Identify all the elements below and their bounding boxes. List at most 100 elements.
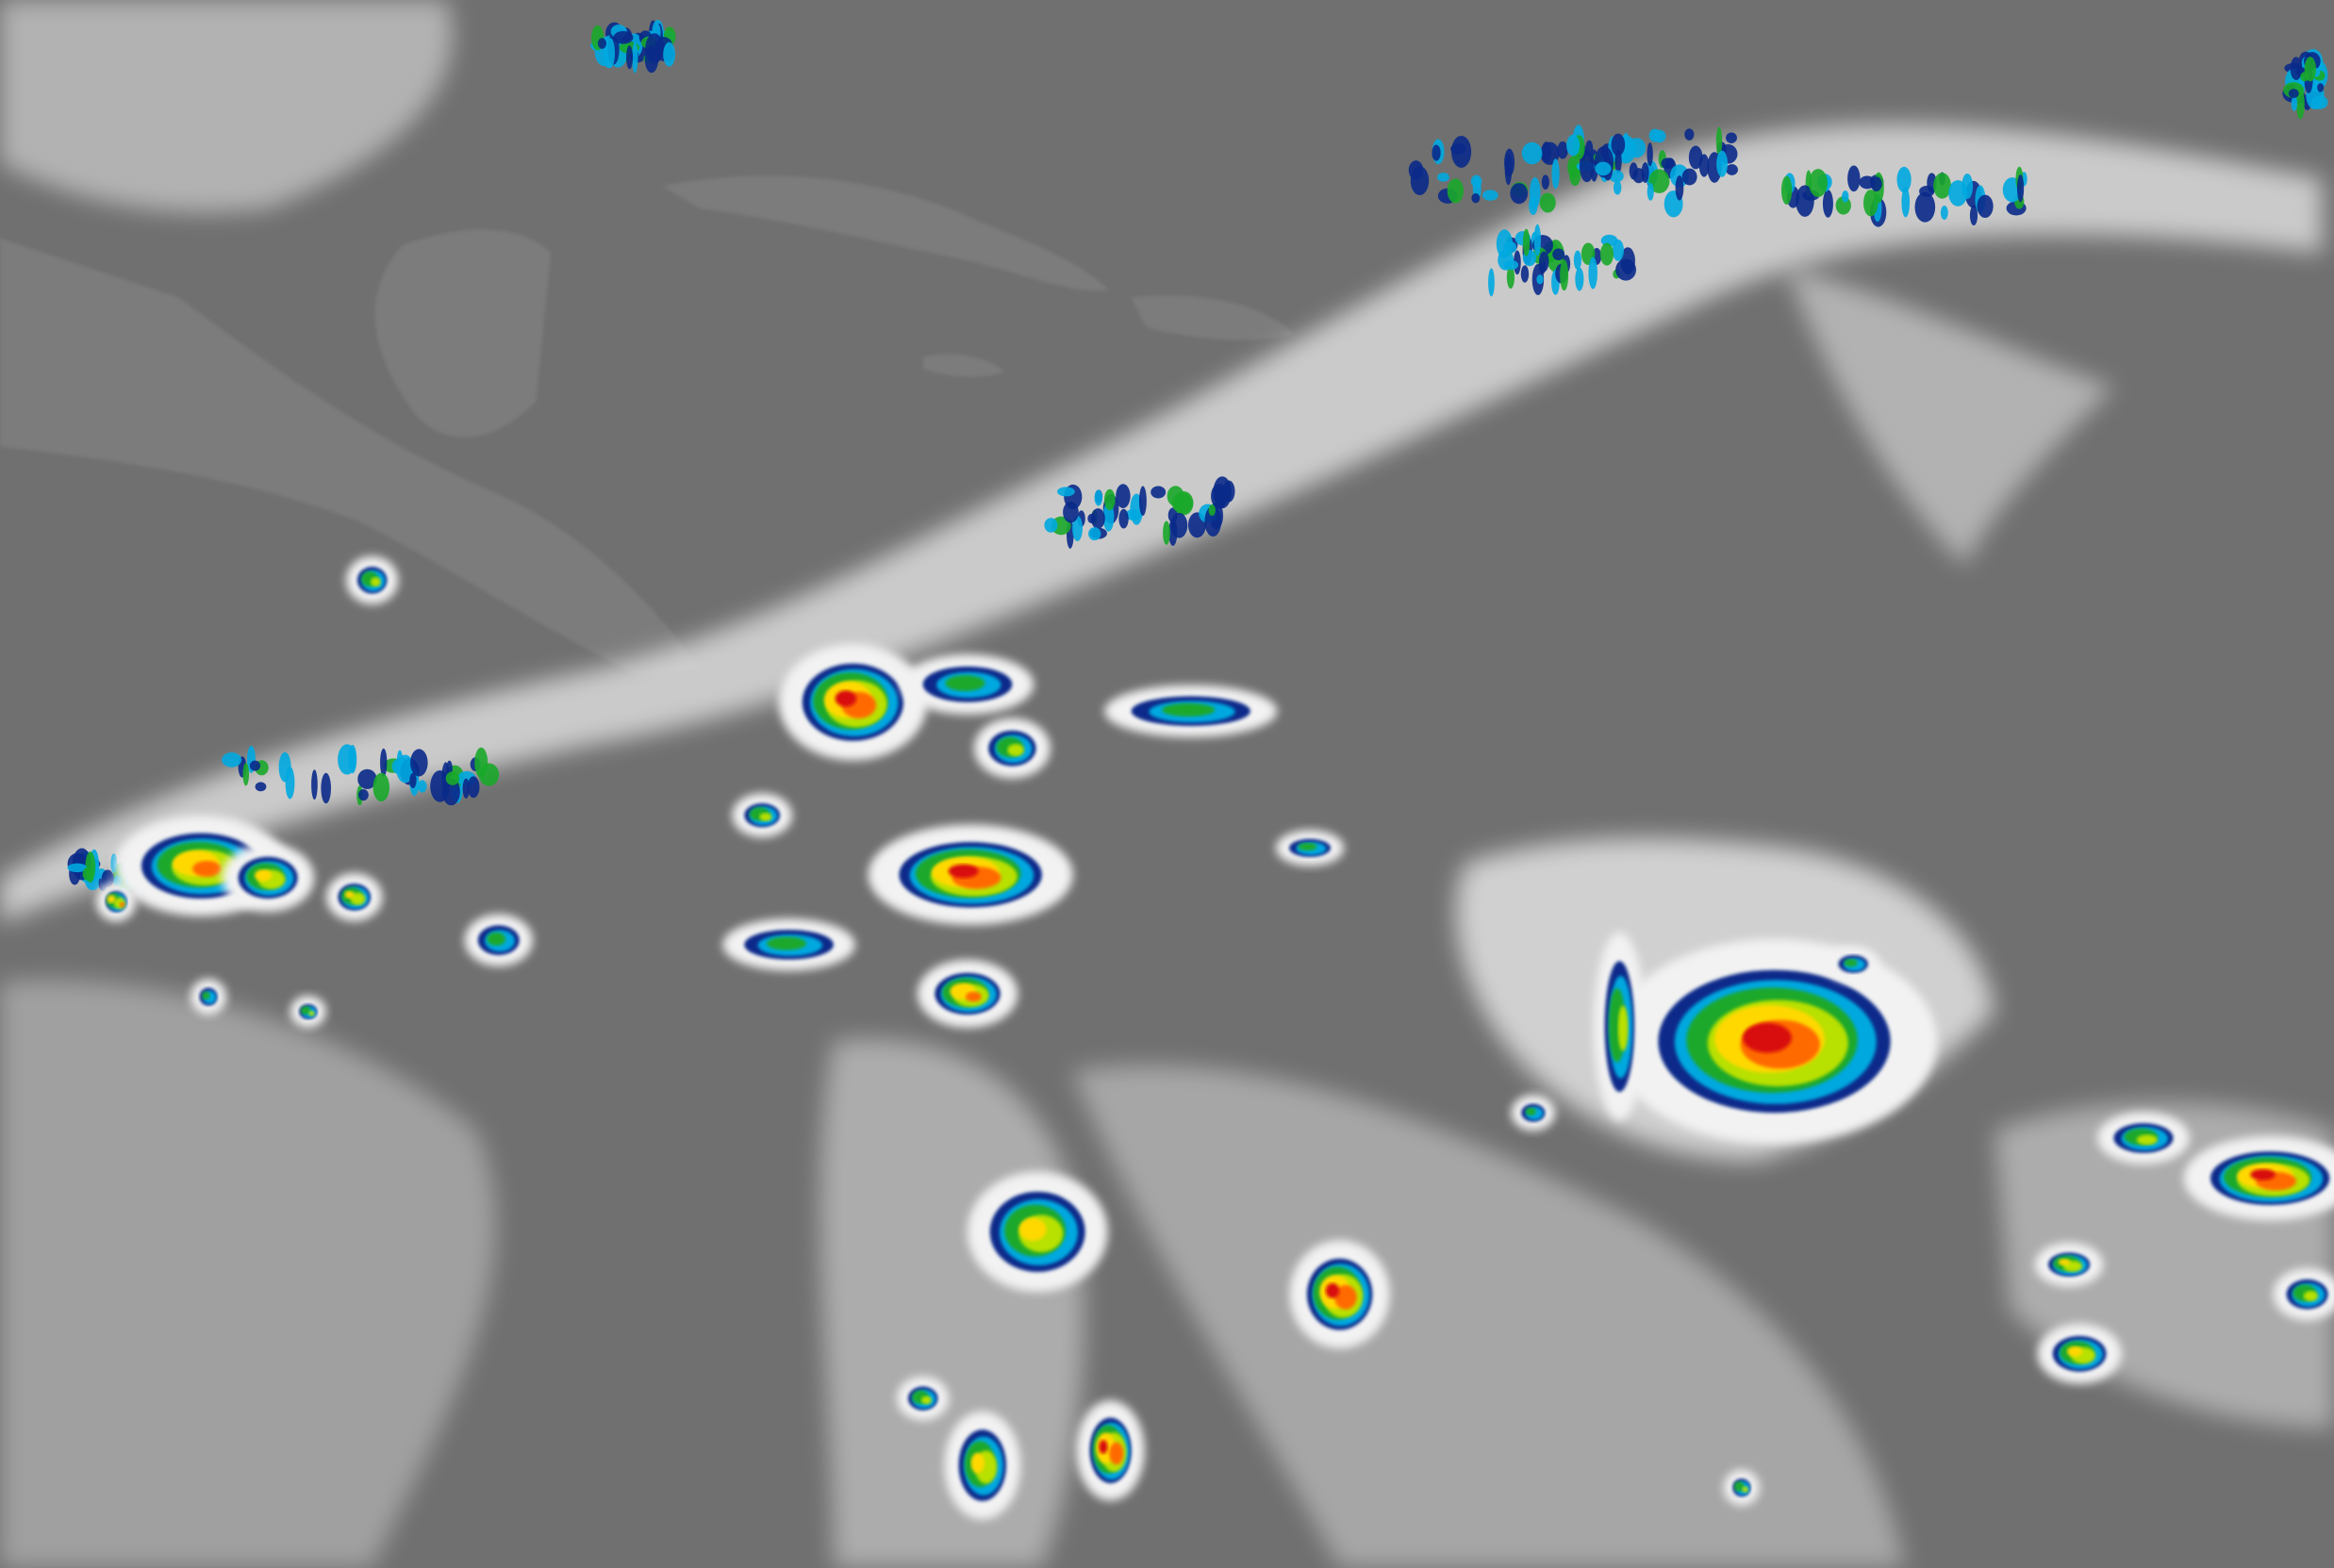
cold-cloud-streak [1432, 144, 1441, 161]
storm-ring-level-7 [1099, 1440, 1108, 1454]
storm-cell [2097, 1112, 2190, 1164]
storm-cell [290, 995, 326, 1028]
cold-cloud-streak [663, 41, 676, 67]
cold-cloud-streak [1612, 239, 1625, 261]
storm-cell [1275, 830, 1345, 867]
cuba [662, 175, 1109, 291]
storm-ring-level-4 [1007, 743, 1024, 757]
cold-cloud-streak [1675, 175, 1684, 201]
cold-cloud-streak [1726, 164, 1738, 175]
storm-ring-level-3 [300, 1006, 311, 1015]
cold-cloud-streak [2304, 57, 2316, 82]
cold-cloud-streak [626, 45, 634, 70]
cold-cloud-streak [2317, 83, 2325, 92]
storm-cell [190, 979, 227, 1015]
cold-cloud-streak [1150, 486, 1167, 499]
cold-cloud-streak [1208, 503, 1216, 517]
storm-ring-level-7 [1743, 1022, 1792, 1053]
cold-cloud-streak [1410, 166, 1430, 196]
cold-cloud-streak [417, 780, 427, 793]
cold-cloud-streak [1118, 508, 1129, 529]
cold-cloud-streak [242, 763, 250, 786]
storm-cell [95, 881, 137, 922]
cold-cloud-streak [222, 752, 242, 767]
storm-cell [778, 644, 928, 761]
cold-cloud-streak [1482, 190, 1498, 201]
storm-ring-level-4 [920, 1395, 932, 1405]
hispaniola [1131, 295, 1296, 340]
cold-cloud-streak [1614, 149, 1622, 173]
cold-cloud-streak [1567, 156, 1581, 178]
cold-cloud-streak [1796, 185, 1814, 217]
cold-cloud-streak [1503, 259, 1519, 271]
cold-cloud-streak [1588, 256, 1597, 289]
cold-cloud-streak [410, 749, 428, 777]
cold-cloud-streak [1780, 175, 1793, 205]
cold-cloud-streak [1647, 142, 1653, 167]
cold-cloud-streak [1940, 206, 1948, 221]
cold-cloud-streak [1847, 165, 1861, 192]
cold-cloud-streak [285, 767, 295, 800]
cold-cloud-streak [311, 769, 318, 801]
cold-cloud-streak [1057, 487, 1075, 497]
cold-cloud-streak [1948, 180, 1968, 206]
cold-cloud-streak [1715, 126, 1723, 157]
storm-cell [1289, 1240, 1390, 1349]
storm-cell [1593, 932, 1646, 1121]
cold-cloud-streak [1977, 194, 1994, 219]
storm-ring-level-3 [1298, 842, 1317, 851]
storm-ring-level-3 [1162, 702, 1216, 717]
cold-cloud-streak [1470, 174, 1482, 188]
cold-cloud-streak [380, 748, 388, 777]
cold-cloud-streak [1090, 508, 1105, 529]
cold-cloud-streak [1044, 518, 1058, 533]
central-america [0, 238, 700, 677]
storm-ring-level-7 [948, 864, 979, 879]
storm-ring-level-7 [1325, 1282, 1340, 1298]
storm-ring-level-4 [2303, 1291, 2319, 1302]
storm-cell [901, 653, 1035, 715]
storm-cell [1076, 1400, 1145, 1501]
cold-cloud-streak [82, 867, 93, 881]
cold-cloud-streak [396, 754, 415, 784]
cold-cloud-streak [597, 38, 607, 49]
storm-ring-level-3 [945, 675, 985, 691]
cold-cloud-streak [1716, 150, 1729, 177]
cold-cloud-streak [357, 788, 369, 801]
cold-cloud-streak [445, 771, 460, 785]
storm-cell [1827, 946, 1879, 982]
cold-cloud-streak [1533, 223, 1541, 256]
cold-cloud-streak [1063, 501, 1079, 523]
storm-ring-level-5 [1018, 1217, 1047, 1242]
cold-cloud-streak [1681, 168, 1697, 186]
storm-ring-level-3 [767, 936, 807, 950]
cold-cloud-streak [1859, 175, 1876, 190]
cold-cloud-streak [1539, 192, 1556, 213]
cold-cloud-streak [2291, 95, 2298, 111]
cold-cloud-streak [2016, 174, 2025, 203]
cloud-band-main [0, 124, 2323, 923]
cold-cloud-streak [1863, 190, 1879, 217]
storm-ring-level-6 [1334, 1284, 1357, 1310]
yucatan [374, 229, 552, 437]
cold-cloud-streak [1652, 129, 1666, 143]
cold-cloud-streak [1641, 161, 1649, 183]
cold-cloud-streak [1447, 178, 1465, 204]
cold-cloud-streak [1503, 240, 1517, 254]
cold-cloud-streak [632, 41, 638, 74]
storm-cell [868, 824, 1073, 925]
storm-ring-level-5 [970, 1452, 985, 1474]
storm-ring-level-4 [350, 892, 366, 905]
storm-ring-level-6 [1109, 1442, 1124, 1465]
storm-cell [325, 872, 383, 921]
cold-cloud-streak [1541, 174, 1549, 190]
cold-cloud-streak [1116, 484, 1131, 508]
storm-ring-level-5 [255, 869, 273, 882]
cold-cloud-streak [1914, 191, 1936, 223]
cloud-lower-right [1071, 1065, 1906, 1568]
cold-cloud-streak [1629, 162, 1638, 180]
jamaica [922, 354, 1005, 377]
cold-cloud-streak [1488, 268, 1495, 297]
cold-cloud-streak [645, 33, 664, 64]
cold-cloud-streak [348, 744, 357, 774]
